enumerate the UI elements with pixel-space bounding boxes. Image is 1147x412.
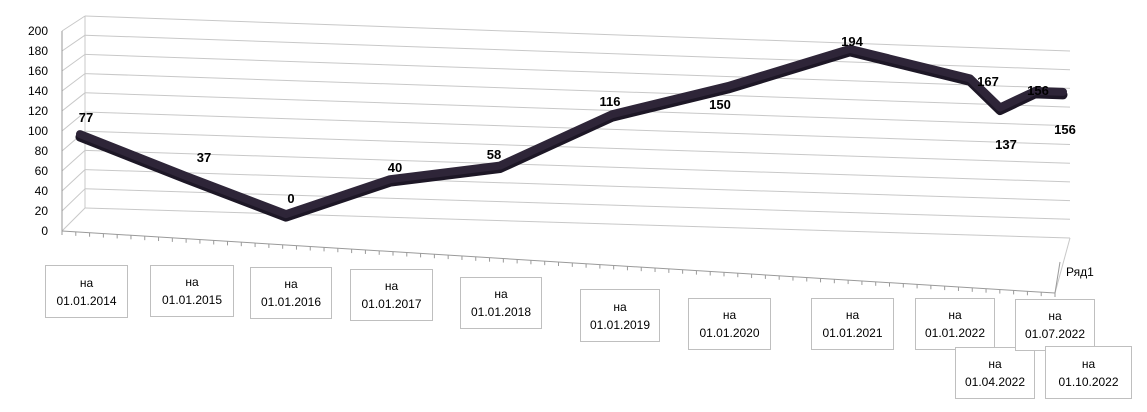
x-category-text: 01.01.2016: [260, 295, 322, 309]
y-tick-label: 20: [35, 204, 49, 218]
x-category-label: на 01.01.2017: [350, 269, 433, 321]
data-label: 40: [388, 160, 402, 175]
gridline: [84, 149, 1071, 183]
series-line: [76, 44, 1067, 219]
x-category-text: 01.01.2017: [361, 297, 422, 311]
x-category-text: на: [79, 275, 94, 290]
x-category-label: на 01.01.2022: [915, 298, 995, 350]
x-category-text: на: [722, 308, 737, 322]
x-category-text: на: [948, 308, 962, 322]
x-category-text: 01.01.2019: [589, 317, 651, 332]
x-category-text: на: [988, 357, 1002, 371]
x-category-label: на 01.01.2014: [45, 265, 128, 318]
gridline-depth: [61, 188, 86, 212]
data-point: [999, 106, 1001, 109]
data-label: 137: [995, 137, 1017, 152]
y-tick-label: 180: [28, 44, 48, 58]
data-label: 156: [1027, 83, 1049, 98]
gridline: [84, 15, 1071, 52]
gridline: [84, 92, 1071, 127]
data-point: [184, 174, 186, 177]
x-category-text: 01.01.2021: [822, 326, 883, 340]
data-label: 194: [841, 34, 863, 49]
data-label: 0: [287, 191, 294, 206]
data-labels: 77 37 0 40 58 116 150 194 167 137 156 156: [79, 34, 1076, 206]
x-category-text: на: [494, 287, 508, 301]
data-label: 37: [197, 150, 211, 165]
series-axis: [1054, 261, 1061, 294]
x-category-text: на: [1081, 356, 1096, 371]
data-label: 167: [977, 74, 999, 89]
x-category-label: на 01.01.2021: [811, 298, 894, 350]
x-category-label: на 01.10.2022: [1045, 346, 1132, 399]
data-point: [611, 113, 613, 116]
gridline-depth: [61, 15, 86, 32]
y-tick-label: 120: [28, 104, 48, 118]
series-layer: [75, 44, 1068, 222]
data-point: [727, 85, 729, 88]
gridline-depth: [61, 73, 86, 92]
x-category-text: 01.01.2020: [699, 326, 760, 340]
y-tick-label: 140: [28, 84, 48, 98]
data-label: 116: [600, 94, 621, 109]
x-category-label: на 01.01.2015: [150, 265, 234, 317]
data-point: [969, 77, 971, 80]
data-point: [285, 213, 287, 216]
x-category-text: 01.01.2022: [924, 326, 986, 340]
x-category-text: на: [185, 275, 199, 289]
gridline-depth: [61, 92, 86, 112]
gridline-depth: [61, 207, 86, 232]
gridline-depth: [61, 169, 86, 192]
gridline: [84, 130, 1071, 164]
gridline-depth: [61, 34, 86, 52]
data-point: [1062, 90, 1064, 93]
x-category-text: на: [284, 277, 298, 291]
x-category-label: на 01.01.2019: [580, 289, 660, 342]
x-category-text: на: [1048, 309, 1062, 323]
x-category-text: 01.01.2015: [161, 293, 223, 307]
data-point: [849, 47, 851, 50]
x-category-label: на 01.01.2016: [250, 267, 332, 319]
y-tick-label: 80: [35, 144, 49, 158]
x-category-label: на 01.04.2022: [955, 347, 1035, 399]
axes: 0 20 40 60 80 100 120 140 160 180 200 Ряд1: [28, 24, 1094, 297]
y-tick-label: 0: [41, 224, 48, 238]
gridline: [84, 207, 1071, 239]
gridline: [84, 73, 1071, 108]
x-category-text: на: [613, 299, 627, 314]
x-category-text: 01.01.2018: [470, 305, 532, 319]
y-tick-label: 60: [35, 164, 49, 178]
y-tick-label: 160: [28, 64, 48, 78]
y-tick-label: 40: [35, 184, 49, 198]
gridline-depth: [61, 111, 86, 132]
x-category-text: 01.10.2022: [1058, 374, 1119, 389]
x-category-text: на: [384, 279, 399, 293]
series-axis-label: Ряд1: [1066, 265, 1094, 279]
x-category-text: 01.07.2022: [1024, 327, 1086, 341]
x-category-label: на 01.01.2018: [460, 277, 542, 329]
data-label: 156: [1054, 122, 1076, 137]
data-label: 77: [79, 110, 93, 125]
data-label: 150: [709, 97, 731, 112]
floor-right-edge: [1054, 237, 1071, 294]
gridline-depth: [61, 53, 86, 72]
y-tick-label: 200: [28, 24, 48, 38]
x-category-text: 01.04.2022: [964, 375, 1026, 389]
gridline-depth: [61, 150, 86, 172]
gridline: [84, 169, 1071, 202]
x-category-text: 01.01.2014: [56, 293, 117, 308]
data-point: [1034, 89, 1036, 92]
data-point: [389, 178, 391, 181]
data-point: [79, 133, 81, 136]
data-point: [499, 164, 501, 167]
gridline: [84, 188, 1071, 220]
x-category-text: на: [845, 308, 860, 322]
gridlines: [61, 15, 1071, 294]
x-category-label: на 01.01.2020: [688, 298, 771, 350]
y-tick-label: 100: [28, 124, 48, 138]
gridline: [84, 53, 1071, 89]
data-label: 58: [487, 147, 501, 162]
x-category-label: на 01.07.2022: [1015, 299, 1095, 351]
